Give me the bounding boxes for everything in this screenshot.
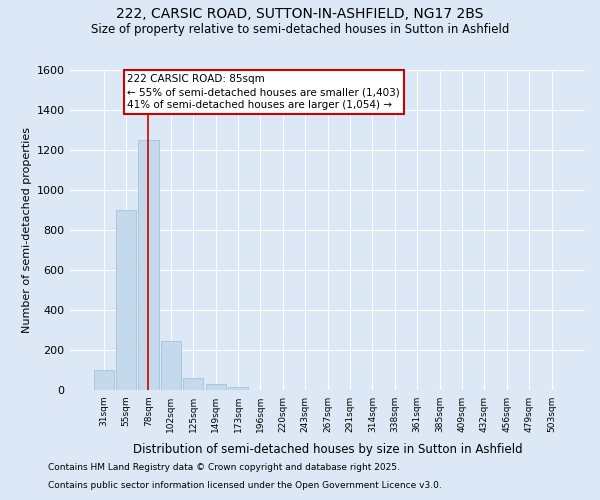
Text: Size of property relative to semi-detached houses in Sutton in Ashfield: Size of property relative to semi-detach… — [91, 22, 509, 36]
Text: 222, CARSIC ROAD, SUTTON-IN-ASHFIELD, NG17 2BS: 222, CARSIC ROAD, SUTTON-IN-ASHFIELD, NG… — [116, 8, 484, 22]
Bar — [116, 210, 136, 390]
Y-axis label: Number of semi-detached properties: Number of semi-detached properties — [22, 127, 32, 333]
X-axis label: Distribution of semi-detached houses by size in Sutton in Ashfield: Distribution of semi-detached houses by … — [133, 443, 523, 456]
Bar — [183, 378, 203, 390]
Bar — [94, 370, 114, 390]
Text: Contains public sector information licensed under the Open Government Licence v3: Contains public sector information licen… — [48, 481, 442, 490]
Bar — [206, 384, 226, 390]
Bar — [228, 387, 248, 390]
Text: 222 CARSIC ROAD: 85sqm
← 55% of semi-detached houses are smaller (1,403)
41% of : 222 CARSIC ROAD: 85sqm ← 55% of semi-det… — [127, 74, 400, 110]
Bar — [161, 341, 181, 390]
Text: Contains HM Land Registry data © Crown copyright and database right 2025.: Contains HM Land Registry data © Crown c… — [48, 464, 400, 472]
Bar — [139, 140, 158, 390]
